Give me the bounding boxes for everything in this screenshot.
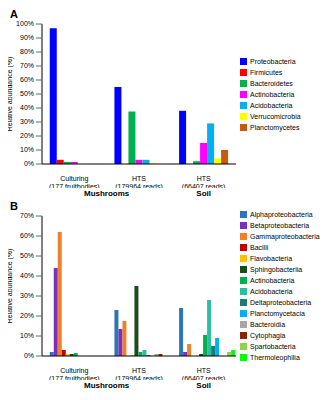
html-text:Bacteroidetes: Bacteroidetes [250,79,293,87]
html-text:B: B [10,200,18,212]
html-text:Soil: Soil [196,381,211,390]
html-text:Acidobacteria: Acidobacteria [250,101,293,109]
svg-text:20%: 20% [20,312,34,319]
html-text:Flavobacteria: Flavobacteria [250,255,292,262]
svg-text:100%: 100% [16,20,34,27]
svg-text:Relative abundance (%): Relative abundance (%) [8,57,14,132]
svg-text:80%: 80% [20,48,34,55]
svg-text:HTS(179964 reads): HTS(179964 reads) [115,367,162,380]
html-text:Thermoleophilia: Thermoleophilia [250,354,300,361]
html-text:Acidobacteria: Acidobacteria [250,288,293,295]
svg-text:0%: 0% [24,352,34,359]
svg-text:30%: 30% [20,292,34,299]
html-text:Bacteroidia: Bacteroidia [250,321,285,328]
svg-text:HTS(66407 reads): HTS(66407 reads) [182,367,226,380]
svg-text:50%: 50% [20,252,34,259]
svg-text:20%: 20% [20,132,34,139]
svg-text:40%: 40% [20,104,34,111]
svg-text:40%: 40% [20,272,34,279]
svg-text:0%: 0% [24,160,34,167]
html-text:Firmicutes: Firmicutes [250,68,283,76]
html-text:Bacilli: Bacilli [250,244,269,251]
svg-text:Relative abundance (%): Relative abundance (%) [8,249,14,324]
html-text:Actinobacteria: Actinobacteria [250,277,295,284]
svg-text:HTS(66407 reads): HTS(66407 reads) [182,175,226,188]
html-text:Gammaproteobacteria: Gammaproteobacteria [250,233,320,240]
html-text:Actinobacteria: Actinobacteria [250,90,295,98]
html-text:Planctomycetacia: Planctomycetacia [250,310,305,317]
html-text:Spartobacteria: Spartobacteria [250,343,296,350]
svg-text:HTS(179964 reads): HTS(179964 reads) [115,175,162,188]
svg-text:Culturing(177 fruitbodies): Culturing(177 fruitbodies) [49,367,100,380]
svg-text:60%: 60% [20,232,34,239]
svg-text:30%: 30% [20,118,34,125]
html-text:Deltaproteobacteria: Deltaproteobacteria [250,299,312,306]
html-text:Betaproteobacteria: Betaproteobacteria [250,222,310,229]
html-text:Cytophagia: Cytophagia [250,332,286,339]
svg-text:10%: 10% [20,332,34,339]
html-text:Alphaproteobacteria: Alphaproteobacteria [250,211,313,218]
svg-text:50%: 50% [20,90,34,97]
svg-text:Culturing(177 fruitbodies): Culturing(177 fruitbodies) [49,175,100,188]
svg-text:70%: 70% [20,62,34,69]
html-text:Sphingobacteriia: Sphingobacteriia [250,266,303,273]
svg-text:70%: 70% [20,212,34,219]
html-text:Proteobacteria: Proteobacteria [250,57,296,65]
html-text:Planctomycetes: Planctomycetes [250,123,300,131]
svg-text:60%: 60% [20,76,34,83]
html-text:Soil: Soil [196,189,211,198]
html-text:Verrucomicrobia: Verrucomicrobia [250,112,301,120]
html-text:Mushrooms: Mushrooms [84,189,130,198]
html-text:A: A [10,8,18,20]
svg-text:10%: 10% [20,146,34,153]
svg-text:90%: 90% [20,34,34,41]
html-text:Mushrooms: Mushrooms [84,381,130,390]
